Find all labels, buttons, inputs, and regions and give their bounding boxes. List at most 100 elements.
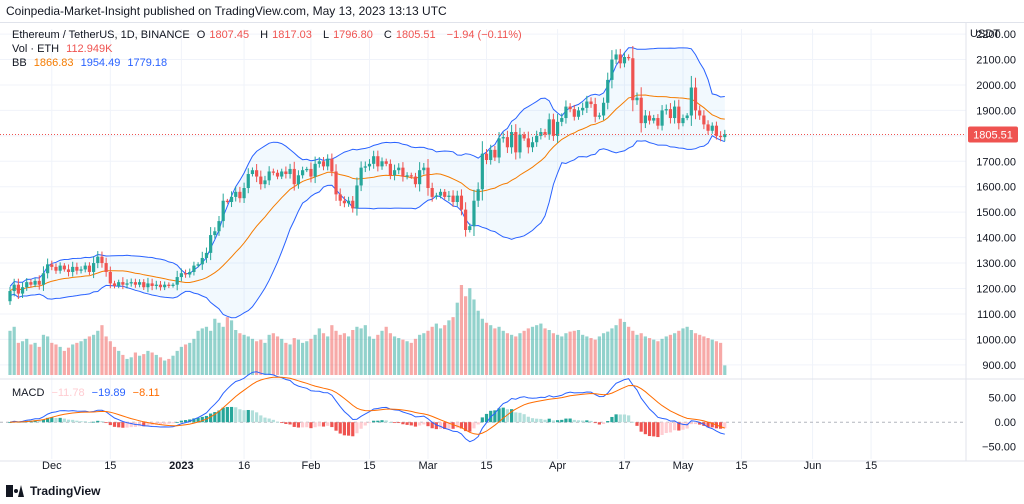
- macd-histogram-bar: [163, 422, 167, 425]
- volume-bar: [12, 326, 16, 375]
- volume-bar: [234, 330, 238, 375]
- candle-body: [489, 149, 493, 161]
- volume-bar: [652, 339, 656, 375]
- price-tick-label: 1200.00: [976, 284, 1016, 296]
- macd-histogram-bar: [380, 420, 384, 423]
- macd-histogram-bar: [535, 418, 539, 423]
- volume-bar: [539, 323, 543, 375]
- candle-body: [367, 163, 372, 167]
- macd-line-value: −19.89: [91, 387, 126, 399]
- macd-histogram-bar: [484, 413, 489, 423]
- legend-volume-line: Vol · ETH 112.949K: [12, 43, 116, 55]
- candle-body: [250, 170, 255, 175]
- candle-body: [547, 119, 551, 135]
- volume-bar: [434, 323, 438, 375]
- candle-body: [689, 87, 693, 116]
- currency-label: USDT: [970, 28, 1000, 40]
- brand-footer[interactable]: TradingView: [6, 484, 100, 498]
- candle-body: [468, 226, 472, 230]
- chart-frame[interactable]: 1805.51 USDT 2200.00 2100.00 2000.00 1900.00 1…: [0, 22, 1024, 479]
- volume-bar: [685, 326, 689, 375]
- candle-body: [225, 200, 229, 202]
- candle-body: [196, 264, 200, 266]
- macd-histogram-bar: [200, 416, 204, 423]
- candle-body: [564, 106, 568, 119]
- candle-body: [572, 109, 576, 117]
- candle-body: [597, 115, 601, 117]
- volume-bar: [217, 322, 221, 375]
- macd-histogram-bar: [33, 420, 37, 423]
- volume-bar: [388, 333, 392, 375]
- macd-histogram-bar: [292, 422, 296, 427]
- candles: [8, 45, 727, 305]
- candle-body: [112, 283, 117, 286]
- candle-body: [664, 109, 668, 111]
- candle-body: [104, 263, 108, 272]
- price-tick-label: 2000.00: [976, 80, 1016, 92]
- candle-body: [20, 287, 25, 294]
- candle-body: [593, 104, 597, 117]
- candle-body: [409, 175, 413, 177]
- macd-histogram-bar: [330, 422, 334, 428]
- candle-body: [334, 171, 338, 195]
- candle-body: [380, 161, 384, 167]
- macd-histogram-bar: [397, 422, 401, 424]
- macd-histogram-bar: [267, 418, 271, 423]
- macd-histogram-bar: [434, 422, 438, 430]
- candle-body: [25, 282, 29, 288]
- volume-bar: [610, 328, 614, 375]
- volume-bar: [154, 354, 158, 375]
- volume-bar: [451, 317, 455, 375]
- macd-histogram-bar: [593, 422, 597, 424]
- volume-bar: [330, 325, 334, 375]
- volume-bar: [20, 341, 25, 375]
- candle-body: [346, 200, 351, 204]
- volume-bar: [83, 338, 87, 375]
- volume-bar: [142, 354, 146, 375]
- candle-body: [192, 265, 196, 272]
- volume-bar: [723, 365, 727, 375]
- macd-histogram-bar: [530, 418, 535, 423]
- volume-bar: [459, 285, 464, 375]
- volume-bar: [213, 318, 217, 375]
- volume-bar: [62, 350, 66, 375]
- volume-bar: [137, 355, 142, 375]
- time-tick-label: Apr: [549, 460, 566, 472]
- candle-body: [618, 54, 622, 64]
- macd-histogram-bar: [296, 422, 301, 428]
- macd-histogram-bar: [438, 422, 443, 429]
- candle-body: [476, 189, 480, 201]
- bb-fill: [10, 47, 725, 318]
- volume-bar: [175, 350, 179, 375]
- macd-histogram-bar: [464, 422, 468, 432]
- volume-bar: [426, 330, 430, 375]
- volume-bar: [96, 330, 100, 375]
- candle-body: [652, 118, 656, 121]
- macd-histogram-bar: [246, 409, 250, 423]
- macd-histogram-bar: [589, 420, 593, 423]
- candle-body: [585, 101, 589, 108]
- volume-bar: [664, 336, 668, 375]
- candle-body: [643, 115, 647, 124]
- candle-body: [280, 171, 284, 177]
- candle-body: [555, 121, 560, 136]
- macd-histogram-bar: [326, 422, 330, 426]
- volume-value: 112.949K: [66, 43, 113, 55]
- macd-histogram-bar: [129, 422, 133, 428]
- candle-body: [388, 163, 392, 176]
- macd-histogram-bar: [321, 422, 326, 427]
- candle-body: [37, 280, 41, 285]
- volume-bar: [564, 333, 568, 375]
- macd-histogram-bar: [117, 422, 121, 428]
- candle-body: [246, 174, 250, 189]
- volume-bar: [183, 344, 188, 375]
- bb-basis-value: 1866.83: [33, 57, 74, 69]
- volume-bar: [422, 333, 426, 375]
- macd-histogram-bar: [346, 422, 351, 436]
- macd-tick-label: −50.00: [982, 442, 1016, 454]
- candle-body: [677, 106, 681, 124]
- macd-histogram-bar: [146, 422, 150, 426]
- macd-histogram-bar: [627, 415, 631, 423]
- volume-bar: [405, 341, 409, 375]
